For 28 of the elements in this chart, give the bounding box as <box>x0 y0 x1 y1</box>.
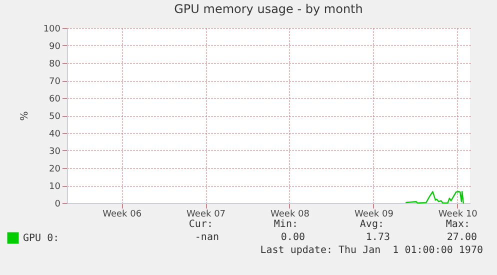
text: Last update: Thu Jan 1 01:00:00 1970 <box>260 245 483 256</box>
x-tick-label: Week 09 <box>354 210 394 220</box>
y-tick-label: 30 <box>49 147 61 157</box>
y-tick-label: 80 <box>49 60 61 70</box>
y-axis-title: % <box>19 111 30 121</box>
x-tick-label: Week 10 <box>438 210 478 220</box>
y-tick-label: 50 <box>49 112 61 122</box>
chart-title: GPU memory usage - by month <box>174 2 363 16</box>
y-tick-label: 100 <box>43 24 61 34</box>
y-tick-label: 10 <box>49 182 61 192</box>
text: Avg: <box>360 219 384 230</box>
x-tick-label: Week 08 <box>270 210 310 220</box>
x-tick-label: Week 07 <box>186 210 226 220</box>
legend-label: GPU 0: <box>23 233 60 244</box>
text: Cur: <box>188 219 213 230</box>
text: 1.73 <box>366 232 390 243</box>
y-tick-label: 40 <box>49 130 61 140</box>
y-tick-label: 90 <box>49 42 61 52</box>
text: -nan <box>194 232 219 243</box>
y-tick-label: 60 <box>49 94 61 104</box>
text: Min: <box>274 219 298 230</box>
y-tick-label: 0 <box>54 200 61 210</box>
y-tick-label: 20 <box>49 164 61 174</box>
x-tick-label: Week 06 <box>102 210 142 220</box>
text: 27.00 <box>446 232 477 243</box>
text: 0.00 <box>280 232 305 243</box>
text: Max: <box>446 219 470 230</box>
y-tick-label: 70 <box>49 77 61 87</box>
